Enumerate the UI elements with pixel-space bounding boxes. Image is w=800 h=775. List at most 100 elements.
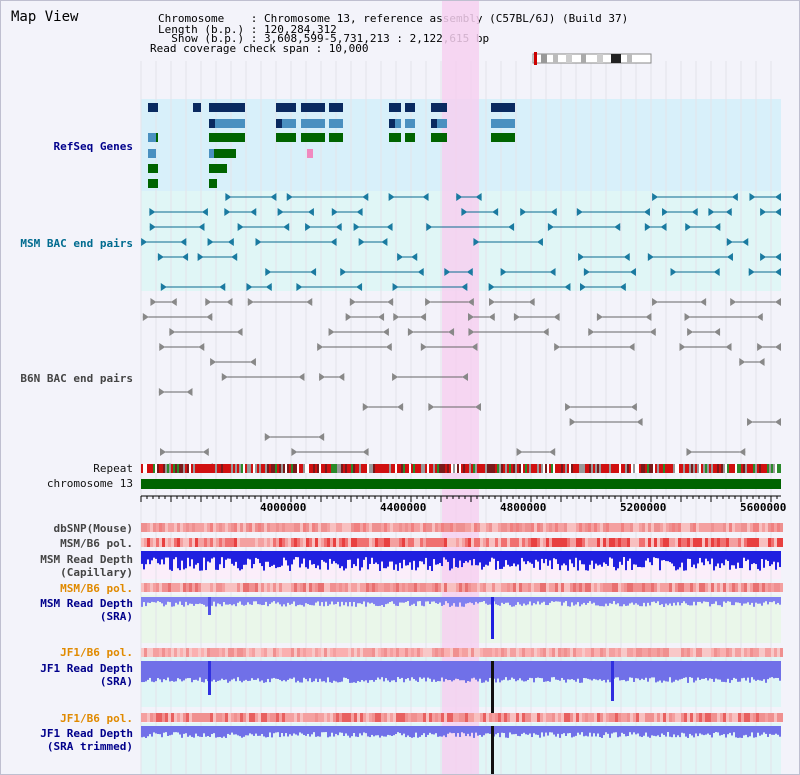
jf1-trim-depth (561, 726, 563, 735)
repeat-segment (153, 464, 155, 473)
jf1-b6-pol-cell (465, 648, 468, 657)
repeat-segment (715, 464, 717, 473)
jf1-b6-pol-cell (567, 648, 570, 657)
msm-bac-end (713, 268, 720, 276)
msm-sra-depth (535, 597, 537, 605)
jf1-b6-pol-cell (669, 648, 672, 657)
msm-b6-pol2-cell (282, 583, 285, 592)
msm-bac-end (775, 268, 781, 276)
jf1-sra-depth (635, 661, 637, 679)
jf1-trim-depth (557, 726, 559, 734)
jf1-sra-depth (279, 661, 281, 680)
jf1-b6-pol-cell (327, 648, 330, 657)
msm-b6-pol-cell (486, 538, 489, 547)
repeat-segment (315, 464, 317, 473)
msm-capillary-depth (729, 551, 731, 570)
jf1-b6-pol2-cell (615, 713, 618, 722)
jf1-b6-pol2-cell (492, 713, 495, 722)
jf1-sra-depth (469, 661, 471, 682)
jf1-b6-pol-cell (690, 648, 693, 657)
msm-capillary-depth (145, 551, 147, 565)
msm-b6-pol2-cell (405, 583, 408, 592)
msm-b6-pol-cell (318, 538, 321, 547)
msm-capillary-depth (293, 551, 295, 560)
repeat-segment (415, 464, 417, 473)
msm-b6-pol-cell (342, 538, 345, 547)
jf1-sra-depth (333, 661, 335, 681)
msm-b6-pol2-cell (516, 583, 519, 592)
msm-b6-pol-cell (366, 538, 369, 547)
msm-capillary-depth (643, 551, 645, 568)
msm-b6-pol2-cell (552, 583, 555, 592)
dbsnp-cell (678, 523, 681, 532)
msm-b6-pol-cell (774, 538, 777, 547)
msm-capillary-depth (419, 551, 421, 562)
msm-capillary-depth (511, 551, 513, 567)
jf1-b6-pol2-cell (285, 713, 288, 722)
msm-bac-end (488, 283, 495, 291)
msm-sra-depth (153, 597, 155, 603)
dbsnp-cell (381, 523, 384, 532)
msm-sra-depth (337, 597, 339, 602)
jf1-b6-pol-cell (639, 648, 642, 657)
repeat-segment (167, 464, 169, 473)
msm-capillary-depth (571, 551, 573, 564)
jf1-sra-depth (189, 661, 191, 679)
jf1-sra-depth (273, 661, 275, 678)
msm-b6-pol-cell (204, 538, 207, 547)
msm-b6-pol2-cell (546, 583, 549, 592)
msm-sra-depth (369, 597, 371, 604)
jf1-trim-depth (597, 726, 599, 734)
msm-sra-depth (291, 597, 293, 604)
b6n-bac-end (679, 343, 686, 351)
dbsnp-cell (219, 523, 222, 532)
jf1-trim-depth (637, 726, 639, 734)
msm-b6-pol2-cell (342, 583, 345, 592)
msm-b6-pol-cell (207, 538, 210, 547)
repeat-segment (763, 464, 765, 473)
jf1-trim-depth (693, 726, 695, 738)
msm-b6-pol-cell (276, 538, 279, 547)
msm-sra-depth (739, 597, 741, 604)
jf1-b6-pol2-cell (759, 713, 762, 722)
repeat-segment (685, 464, 687, 473)
msm-capillary-depth (485, 551, 487, 565)
msm-b6-pol-cell (525, 538, 528, 547)
jf1-b6-pol2-cell (324, 713, 327, 722)
jf1-sra-depth (421, 661, 423, 679)
msm-capillary-depth (209, 551, 211, 563)
jf1-b6-pol2-cell (765, 713, 768, 722)
jf1-trim-depth (677, 726, 679, 736)
msm-sra-depth (741, 597, 743, 606)
jf1-sra-depth (623, 661, 625, 680)
msm-capillary-depth (539, 551, 541, 570)
msm-b6-pol-cell (741, 538, 744, 547)
repeat-segment (689, 464, 691, 473)
msm-b6-pol-cell (762, 538, 765, 547)
msm-bac-end (714, 223, 721, 231)
jf1-sra-depth (643, 661, 645, 680)
msm-capillary-depth (285, 551, 287, 561)
repeat-segment (353, 464, 355, 473)
repeat-segment (149, 464, 151, 473)
jf1-sra-depth (407, 661, 409, 679)
msm-capillary-depth (563, 551, 565, 564)
msm-sra-depth (755, 597, 757, 603)
msm-sra-depth (417, 597, 419, 602)
msm-sra-depth (429, 597, 431, 605)
jf1-b6-pol-cell (378, 648, 381, 657)
jf1-trim-depth (695, 726, 697, 734)
jf1-b6-pol-cell (693, 648, 696, 657)
msm-b6-pol-cell (681, 538, 684, 547)
jf1-trim-depth (701, 726, 703, 735)
msm-sra-depth (299, 597, 301, 605)
jf1-sra-depth (447, 661, 449, 681)
msm-bac-end (356, 208, 363, 216)
jf1-trim-depth (767, 726, 769, 737)
msm-b6-pol-cell (375, 538, 378, 547)
msm-b6-pol2-cell (681, 583, 684, 592)
jf1-b6-pol-cell (708, 648, 711, 657)
jf1-sra-depth-spike (208, 661, 211, 695)
dbsnp-cell (249, 523, 252, 532)
